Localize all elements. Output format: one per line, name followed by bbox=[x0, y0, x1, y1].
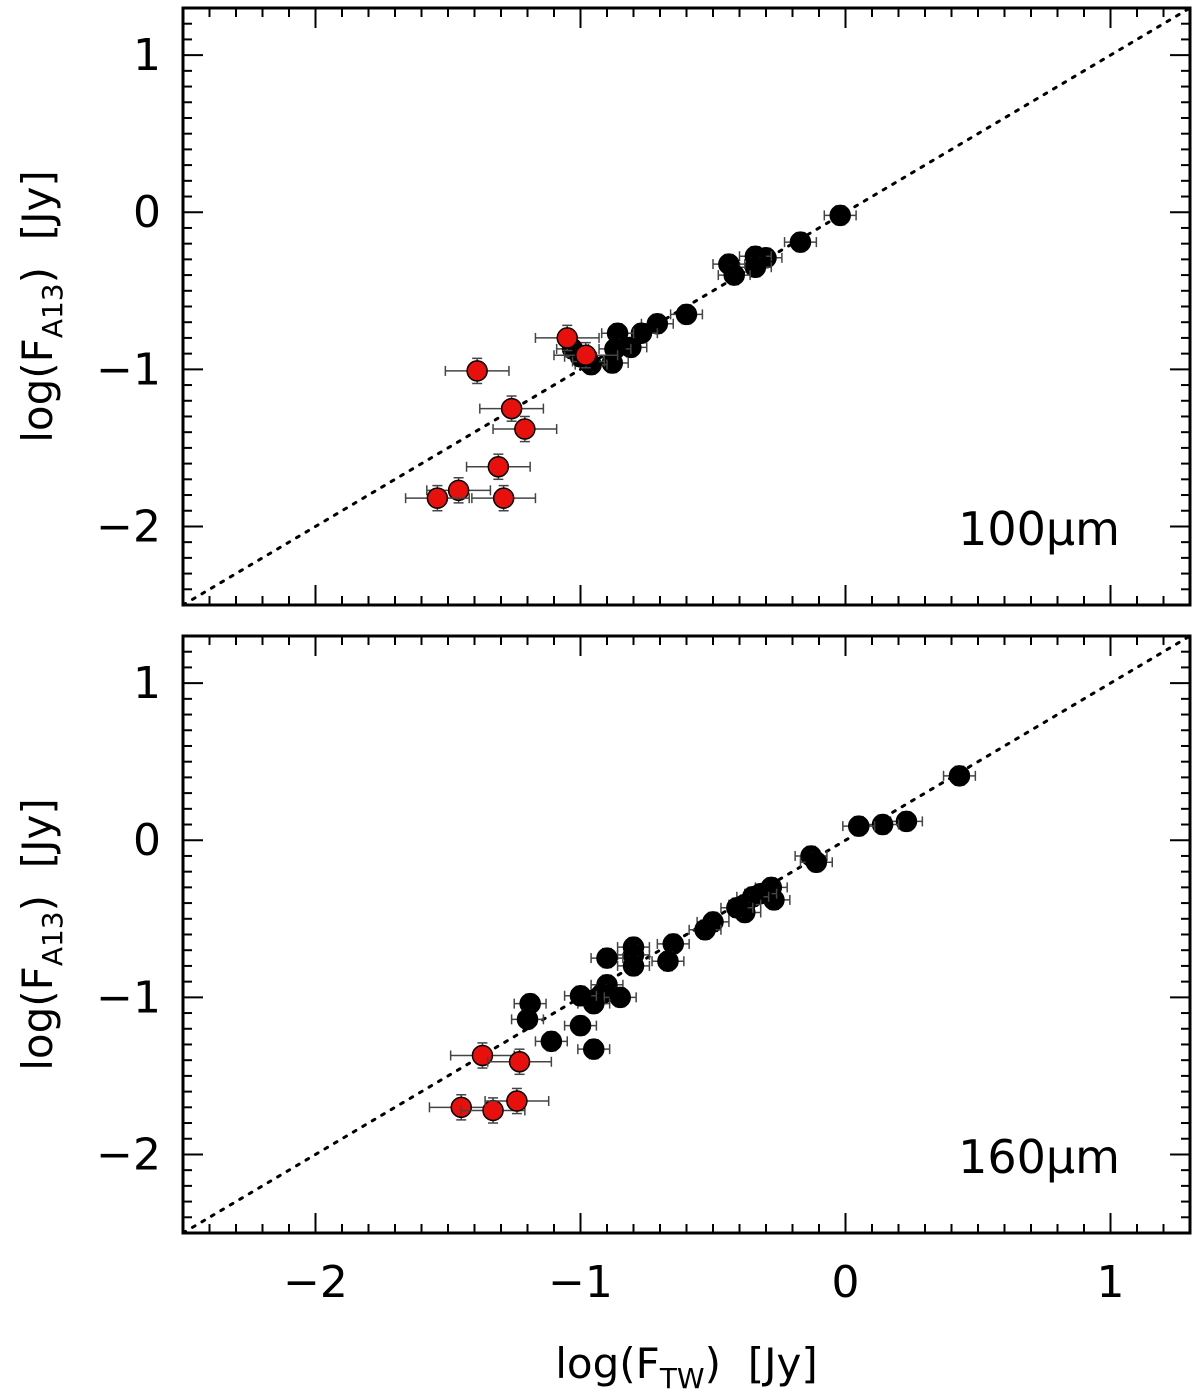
one-to-one-line bbox=[183, 636, 1190, 1233]
y-tick-label: −2 bbox=[96, 501, 161, 552]
data-point bbox=[590, 947, 624, 969]
data-point bbox=[553, 341, 619, 369]
plot-frame bbox=[181, 6, 1192, 607]
data-point bbox=[534, 324, 600, 352]
data-point bbox=[717, 264, 751, 286]
series-black bbox=[510, 765, 977, 1060]
data-point bbox=[823, 204, 857, 227]
y-tick-label: 0 bbox=[133, 187, 161, 238]
x-tick-label: −2 bbox=[283, 1257, 348, 1308]
series-black bbox=[555, 204, 857, 376]
y-tick-label: 1 bbox=[133, 658, 161, 709]
y-axis-title: log(FA13) [Jy] bbox=[13, 170, 69, 442]
data-point bbox=[492, 415, 558, 443]
x-axis-title: log(FTW) [Jy] bbox=[555, 1339, 817, 1395]
panel-160um: −2 −1 0 1 −2 −1 0 1 log(FTW) [Jy] log(FA13) [Jy] 1… bbox=[13, 634, 1192, 1395]
data-point bbox=[688, 919, 722, 941]
data-point bbox=[460, 1097, 526, 1124]
data-point bbox=[720, 897, 754, 919]
panel-100um: −2 −1 0 1 log(FA13) [Jy] 100µm bbox=[13, 6, 1192, 607]
panel-label: 100µm bbox=[958, 502, 1120, 556]
data-point bbox=[465, 453, 531, 481]
data-point bbox=[783, 231, 818, 253]
data-point bbox=[669, 303, 704, 326]
panel-label: 160µm bbox=[958, 1130, 1120, 1184]
data-point bbox=[603, 986, 637, 1009]
y-tick-label: −1 bbox=[96, 972, 161, 1023]
data-point bbox=[404, 484, 470, 512]
data-point bbox=[479, 395, 545, 422]
data-point bbox=[534, 1030, 568, 1053]
data-point bbox=[471, 484, 537, 512]
data-point bbox=[513, 992, 547, 1015]
data-point bbox=[865, 813, 900, 836]
data-point bbox=[487, 1048, 553, 1076]
data-point bbox=[616, 955, 651, 977]
data-point bbox=[577, 1038, 611, 1060]
plot-frame bbox=[181, 634, 1192, 1235]
x-tick-label: 1 bbox=[1097, 1257, 1125, 1308]
x-tick-label: 0 bbox=[832, 1257, 860, 1308]
data-point bbox=[484, 1087, 550, 1115]
data-point bbox=[444, 357, 510, 385]
y-axis-title: log(FA13) [Jy] bbox=[13, 798, 69, 1070]
series-red bbox=[404, 324, 619, 512]
data-point bbox=[563, 1014, 598, 1037]
y-tick-label: 0 bbox=[133, 815, 161, 866]
data-point bbox=[942, 765, 977, 787]
data-point bbox=[651, 950, 685, 972]
data-point bbox=[449, 1042, 515, 1069]
data-point bbox=[563, 985, 598, 1007]
series-red bbox=[428, 1042, 553, 1124]
data-point bbox=[889, 810, 924, 833]
y-tick-label: 1 bbox=[133, 30, 161, 81]
data-point bbox=[510, 1008, 545, 1031]
y-tick-label: −1 bbox=[96, 344, 161, 395]
data-point bbox=[799, 851, 833, 873]
data-point bbox=[656, 933, 690, 955]
data-point bbox=[842, 815, 876, 837]
y-tick-label: −2 bbox=[96, 1129, 161, 1180]
x-tick-label: −1 bbox=[548, 1257, 613, 1308]
